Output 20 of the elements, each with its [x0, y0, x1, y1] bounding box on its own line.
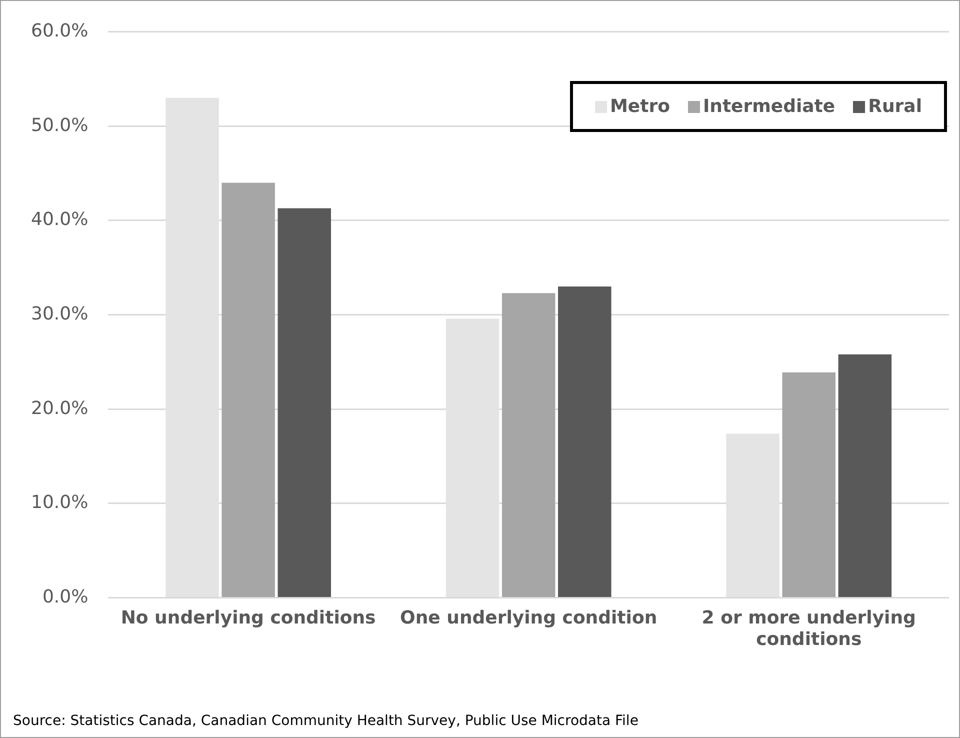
legend-label: Metro — [610, 96, 670, 117]
y-tick-label: 50.0% — [30, 114, 88, 136]
y-tick-label: 60.0% — [30, 20, 88, 42]
y-tick-label: 10.0% — [30, 492, 88, 514]
x-tick-label: One underlying condition — [400, 607, 658, 628]
y-tick-label: 20.0% — [30, 398, 88, 419]
bar — [782, 372, 836, 598]
bar — [558, 286, 612, 598]
bar — [278, 208, 331, 598]
x-tick-label: 2 or more underlying conditions — [702, 607, 916, 650]
x-tick-label: No underlying conditions — [120, 607, 376, 628]
y-tick-label: 40.0% — [30, 209, 88, 230]
y-tick-label: 0.0% — [42, 586, 88, 608]
source-note: Source: Statistics Canada, Canadian Community Health Survey, Public Use Microdata File — [13, 713, 638, 729]
bar — [222, 182, 275, 598]
y-tick-label: 30.0% — [30, 303, 88, 324]
bar — [502, 293, 556, 598]
legend-label: Intermediate — [702, 96, 836, 117]
bar — [838, 354, 892, 598]
legend-label: Rural — [868, 96, 922, 117]
